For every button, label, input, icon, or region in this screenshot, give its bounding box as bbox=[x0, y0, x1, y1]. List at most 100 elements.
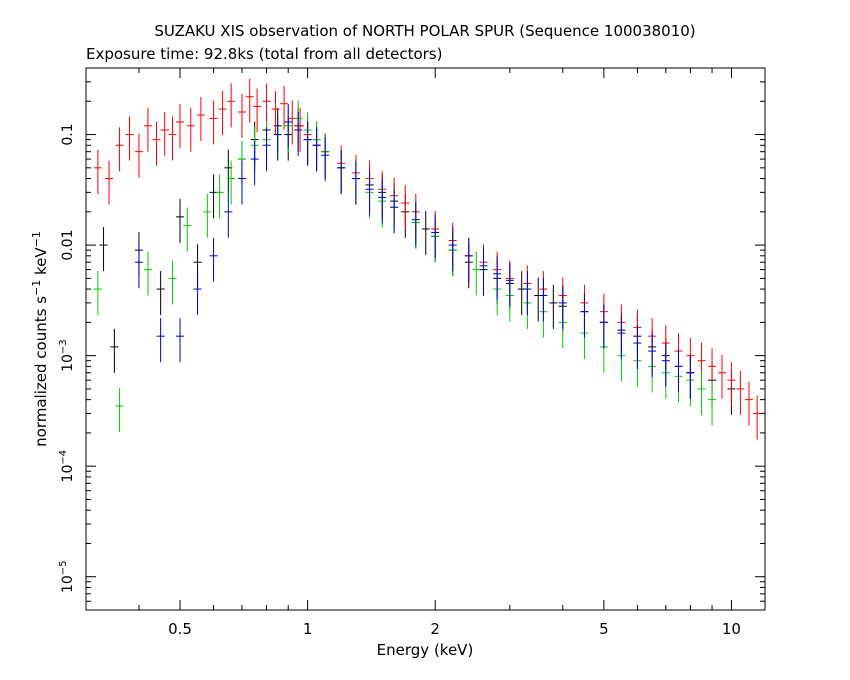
data-point bbox=[193, 271, 202, 316]
y-axis-label-sup2: −1 bbox=[30, 231, 43, 247]
chart-subtitle: Exposure time: 92.8ks (total from all de… bbox=[86, 45, 443, 63]
data-point bbox=[160, 111, 169, 156]
data-point bbox=[351, 160, 360, 205]
y-tick-label: 0.1 bbox=[60, 123, 76, 145]
y-tick-label: 10−4 bbox=[58, 450, 76, 483]
data-point bbox=[472, 251, 481, 296]
x-tick-labels: 0.5 1 2 5 10 bbox=[168, 620, 741, 638]
data-point bbox=[401, 185, 410, 230]
data-point bbox=[227, 83, 236, 128]
x-tick-label: 10 bbox=[722, 620, 741, 638]
data-point bbox=[156, 318, 165, 363]
data-point bbox=[284, 103, 293, 148]
data-point bbox=[464, 237, 473, 282]
y-tick-label: 10−3 bbox=[58, 339, 76, 372]
data-point bbox=[176, 198, 185, 243]
data-point bbox=[479, 247, 488, 292]
x-axis-label: Energy (keV) bbox=[377, 641, 474, 659]
data-point bbox=[580, 293, 589, 338]
data-point bbox=[209, 100, 218, 145]
data-point bbox=[93, 271, 102, 316]
data-point bbox=[321, 137, 330, 182]
data-point bbox=[262, 127, 271, 172]
data-point bbox=[176, 103, 185, 148]
data-point bbox=[253, 88, 262, 133]
data-point bbox=[534, 277, 543, 322]
data-point bbox=[245, 78, 254, 123]
data-point bbox=[134, 244, 143, 289]
data-point bbox=[280, 85, 289, 130]
data-point bbox=[697, 370, 706, 415]
data-point bbox=[686, 354, 695, 399]
data-point bbox=[176, 318, 185, 363]
data-point bbox=[143, 251, 152, 296]
data-point bbox=[549, 284, 558, 329]
data-point bbox=[93, 149, 102, 194]
data-point bbox=[558, 284, 567, 329]
y-axis-label-sup1: −1 bbox=[30, 280, 43, 296]
data-point bbox=[727, 362, 736, 407]
data-point bbox=[599, 304, 608, 349]
data-point bbox=[708, 381, 717, 426]
data-point bbox=[674, 348, 683, 393]
data-point bbox=[218, 91, 227, 136]
data-point bbox=[303, 121, 312, 166]
data-point bbox=[273, 116, 282, 161]
data-point bbox=[661, 342, 670, 387]
y-axis-label: normalized counts s−1 keV−1 bbox=[30, 231, 50, 447]
data-point bbox=[753, 395, 762, 440]
data-point bbox=[224, 193, 233, 238]
plot-frame bbox=[85, 67, 766, 611]
data-point bbox=[523, 271, 532, 316]
data-point bbox=[312, 127, 321, 172]
data-point bbox=[186, 107, 195, 152]
data-point bbox=[390, 189, 399, 234]
data-point bbox=[539, 277, 548, 322]
y-axis-label-main: normalized counts s bbox=[32, 296, 50, 447]
data-point bbox=[378, 179, 387, 224]
data-point bbox=[271, 91, 280, 136]
y-tick-labels: 0.1 0.01 10−3 10−4 10−5 bbox=[58, 123, 76, 593]
data-point bbox=[125, 116, 134, 161]
data-point bbox=[493, 255, 502, 300]
data-points bbox=[93, 78, 762, 440]
data-point bbox=[156, 271, 165, 316]
y-tick-label: 0.01 bbox=[60, 230, 76, 261]
y-tick-label: 10−5 bbox=[58, 560, 76, 593]
data-point bbox=[517, 271, 526, 316]
data-point bbox=[168, 260, 177, 305]
x-tick-label: 1 bbox=[303, 620, 313, 638]
data-point bbox=[633, 325, 642, 370]
data-point bbox=[99, 227, 108, 272]
data-point bbox=[110, 328, 119, 373]
data-point bbox=[648, 333, 657, 378]
data-point bbox=[717, 354, 726, 399]
axis-ticks bbox=[85, 67, 765, 610]
data-point bbox=[617, 315, 626, 360]
x-tick-label: 2 bbox=[430, 620, 440, 638]
data-point bbox=[294, 111, 303, 156]
data-point bbox=[115, 127, 124, 172]
data-point bbox=[411, 201, 420, 246]
data-point bbox=[736, 370, 745, 415]
data-point bbox=[168, 116, 177, 161]
data-point bbox=[227, 160, 236, 205]
data-point bbox=[143, 107, 152, 152]
data-point bbox=[421, 210, 430, 255]
data-point bbox=[183, 207, 192, 252]
chart-title: SUZAKU XIS observation of NORTH POLAR SP… bbox=[154, 22, 696, 40]
data-point bbox=[209, 237, 218, 282]
data-point bbox=[115, 388, 124, 433]
data-point bbox=[250, 141, 259, 186]
data-point bbox=[237, 160, 246, 205]
data-point bbox=[215, 174, 224, 219]
data-point bbox=[505, 262, 514, 307]
y-axis-label-unit: keV bbox=[32, 247, 50, 280]
data-point bbox=[365, 171, 374, 216]
data-point bbox=[448, 227, 457, 272]
data-point bbox=[237, 93, 246, 138]
data-point bbox=[744, 381, 753, 426]
data-point bbox=[431, 214, 440, 259]
